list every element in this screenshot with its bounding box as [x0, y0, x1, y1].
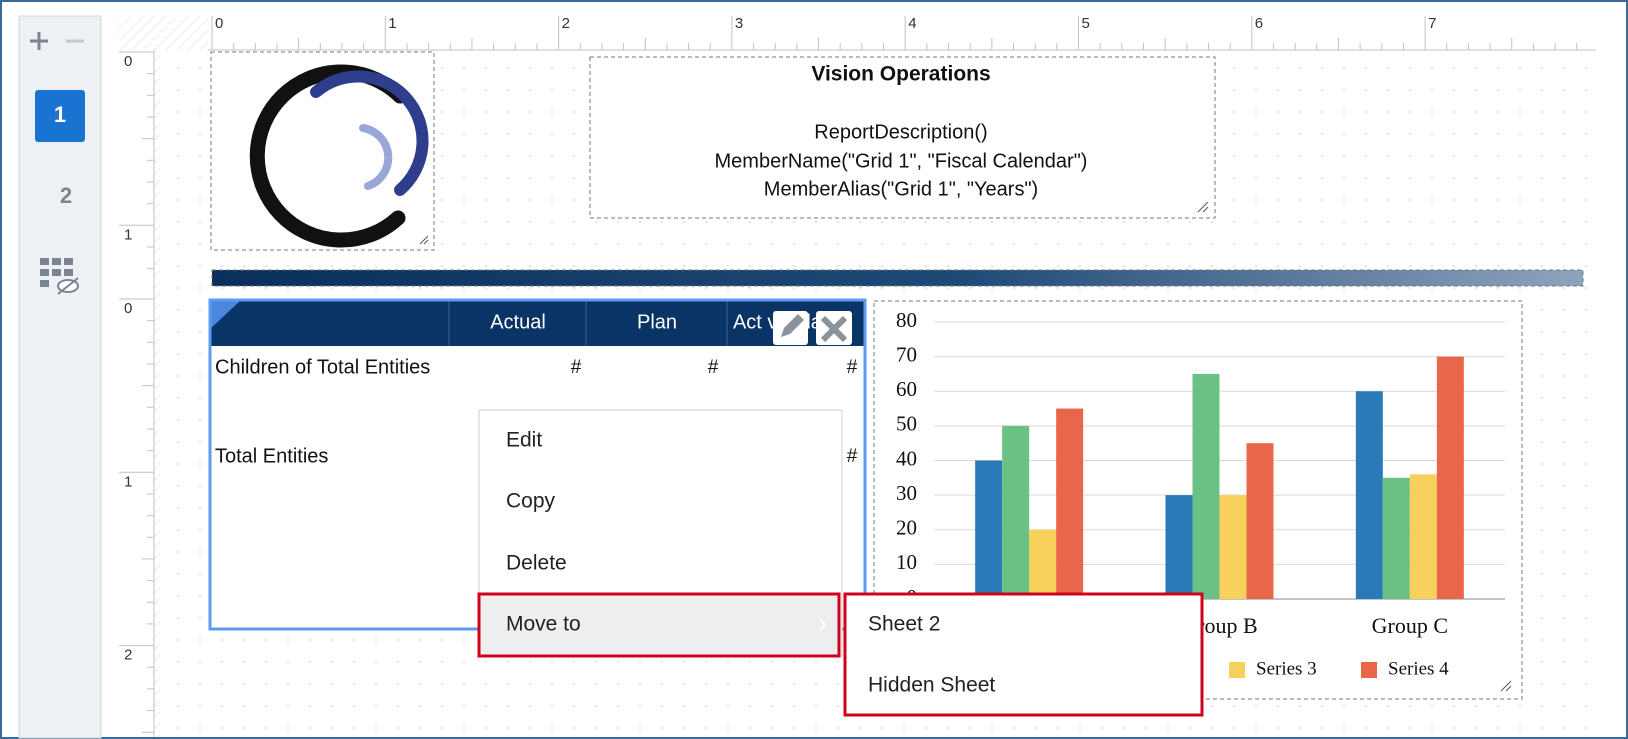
grid-corner	[211, 301, 240, 328]
submenu-panel	[843, 592, 1204, 717]
cell: #	[847, 446, 858, 467]
top-ruler	[208, 16, 1596, 50]
ruler-label: 0	[215, 15, 223, 32]
column-header: Plan	[637, 311, 677, 333]
legend-swatch	[1229, 662, 1245, 678]
context-menu: Edit Copy Delete Move to Sheet 2 Hidden …	[477, 409, 1204, 717]
text-line: MemberName("Grid 1", "Fiscal Calendar")	[715, 150, 1088, 172]
grid-header-row	[209, 301, 866, 346]
y-tick-label: 30	[896, 481, 917, 505]
ruler-label: 6	[1255, 15, 1263, 32]
resize-handle	[1500, 680, 1512, 692]
sheet-tab-label[interactable]: 2	[60, 183, 72, 208]
cell: #	[708, 357, 719, 378]
edit-button[interactable]	[773, 311, 808, 345]
ruler-label: 1	[124, 226, 132, 243]
bar	[1436, 356, 1464, 599]
logo	[249, 64, 429, 248]
column-header: Actual	[490, 311, 546, 333]
submenu-item[interactable]: Sheet 2	[868, 613, 940, 636]
ruler-label: 1	[388, 15, 396, 32]
legend-swatch	[1361, 662, 1377, 678]
y-tick-label: 80	[896, 308, 917, 332]
menu-item[interactable]: Copy	[506, 490, 556, 513]
bar	[975, 460, 1003, 599]
left-ruler	[119, 50, 154, 737]
bar	[1219, 495, 1247, 599]
bar	[1409, 474, 1437, 599]
close-button[interactable]	[816, 311, 852, 345]
bar	[1382, 477, 1410, 599]
text-line: ReportDescription()	[814, 121, 987, 143]
report-title: Vision Operations	[811, 63, 990, 86]
y-tick-label: 20	[896, 516, 917, 540]
bar	[1002, 425, 1030, 599]
bar	[1056, 408, 1084, 599]
separator-bar	[211, 269, 1584, 287]
bar	[1029, 529, 1057, 599]
cell: #	[847, 357, 858, 378]
ruler-label: 7	[1428, 15, 1436, 32]
ruler-label: 0	[124, 300, 132, 317]
row-header: Total Entities	[215, 445, 328, 467]
ruler-label: 0	[124, 53, 132, 70]
hidden-sheets-button[interactable]	[40, 258, 79, 295]
menu-highlight	[477, 592, 841, 658]
text-box	[589, 56, 1216, 219]
legend-label: Series 3	[1256, 658, 1317, 679]
y-tick-label: 70	[896, 342, 917, 366]
sheet-tab-label[interactable]: 1	[54, 102, 66, 127]
cell: #	[571, 357, 582, 378]
bar	[1355, 391, 1383, 599]
ruler-label: 2	[562, 15, 570, 32]
y-tick-label: 50	[896, 412, 917, 436]
sheet-tab-active[interactable]	[35, 90, 85, 142]
row-header: Children of Total Entities	[215, 356, 430, 378]
bar	[1246, 443, 1274, 599]
ruler-label: 5	[1082, 15, 1090, 32]
submenu-arrow	[819, 618, 827, 632]
ruler-label: 3	[735, 15, 743, 32]
submenu-item[interactable]: Hidden Sheet	[868, 674, 995, 697]
resize-handle	[1197, 201, 1209, 213]
text-line: MemberAlias("Grid 1", "Years")	[764, 178, 1038, 200]
menu-item[interactable]: Edit	[506, 429, 542, 452]
legend-label: Series 4	[1388, 658, 1449, 679]
x-tick-label: Group C	[1372, 613, 1448, 638]
ruler-label: 1	[124, 473, 132, 490]
bar	[1165, 495, 1193, 599]
bar	[1192, 373, 1220, 599]
ruler-label: 4	[908, 15, 916, 32]
add-sheet-button[interactable]	[30, 32, 48, 50]
y-tick-label: 40	[896, 446, 917, 470]
menu-item[interactable]: Move to	[506, 613, 581, 636]
ruler-label: 2	[124, 647, 132, 664]
y-tick-label: 60	[896, 377, 917, 401]
y-tick-label: 10	[896, 550, 917, 574]
resize-handle	[419, 235, 429, 245]
menu-item[interactable]: Delete	[506, 552, 567, 575]
